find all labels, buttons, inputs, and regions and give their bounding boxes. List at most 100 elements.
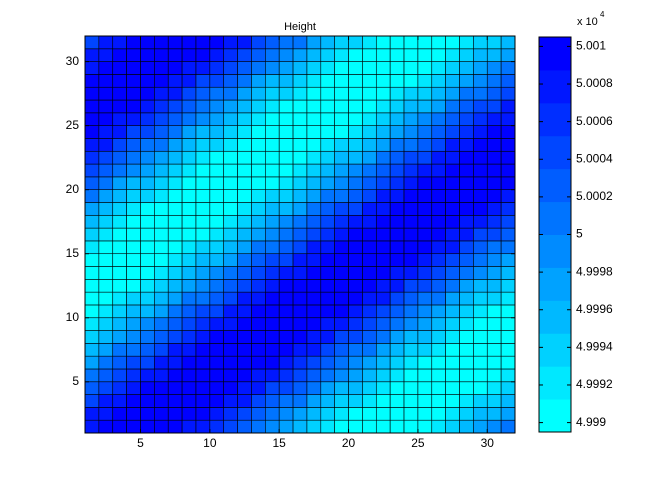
heatmap-cell: [445, 150, 460, 165]
heatmap-cell: [473, 214, 488, 229]
heatmap-cell: [112, 291, 127, 306]
heatmap-cell: [209, 125, 225, 139]
heatmap-cell: [98, 368, 114, 383]
heatmap-cell: [98, 138, 114, 152]
heatmap-cell: [181, 202, 197, 216]
heatmap-cell: [167, 407, 183, 421]
heatmap-cell: [445, 317, 460, 331]
heatmap-cell: [375, 125, 391, 139]
colorbar-tick-label: 4.9992: [576, 377, 613, 391]
heatmap-cell: [195, 266, 211, 280]
heatmap-cell: [251, 112, 266, 126]
heatmap-cell: [84, 317, 100, 331]
heatmap-cell: [140, 381, 155, 395]
heatmap-cell: [223, 150, 238, 165]
heatmap-cell: [431, 394, 446, 408]
heatmap-cell: [389, 419, 405, 434]
heatmap-cell: [84, 279, 100, 293]
heatmap-cell: [140, 253, 155, 267]
heatmap-cell: [84, 125, 100, 139]
heatmap-cell: [459, 227, 474, 242]
heatmap-cell: [473, 253, 488, 267]
heatmap-cell: [375, 74, 391, 88]
heatmap-cell: [417, 266, 433, 280]
colorbar-tick-label: 5: [576, 227, 583, 241]
heatmap-cell: [417, 253, 433, 267]
heatmap-cell: [154, 86, 169, 101]
heatmap-cell: [431, 125, 446, 139]
heatmap-cell: [223, 125, 238, 139]
heatmap-cell: [348, 74, 363, 88]
heatmap-cell: [167, 227, 183, 242]
heatmap-cell: [389, 202, 405, 216]
heatmap-cell: [195, 407, 211, 421]
heatmap-cell: [209, 407, 225, 421]
heatmap-cell: [459, 150, 474, 165]
heatmap-cell: [306, 48, 322, 62]
heatmap-cell: [306, 381, 322, 395]
heatmap-cell: [431, 253, 446, 267]
heatmap-cell: [375, 176, 391, 190]
heatmap-cell: [251, 176, 266, 190]
heatmap-cell: [265, 394, 280, 408]
heatmap-cell: [403, 86, 419, 101]
heatmap-cell: [126, 343, 141, 357]
heatmap-cell: [306, 35, 322, 50]
heatmap-cell: [334, 163, 349, 178]
heatmap-cell: [278, 163, 294, 178]
heatmap-cell: [237, 330, 252, 344]
heatmap-cell: [348, 304, 363, 319]
colorbar-band: [539, 267, 571, 301]
heatmap-cell: [486, 279, 502, 293]
heatmap-cell: [431, 48, 446, 62]
heatmap-cell: [265, 86, 280, 101]
heatmap-cell: [389, 304, 405, 319]
heatmap-cell: [431, 266, 446, 280]
heatmap-cell: [362, 202, 377, 216]
heatmap-cell: [486, 112, 502, 126]
heatmap-cell: [154, 112, 169, 126]
heatmap-cell: [431, 355, 446, 370]
heatmap-cell: [167, 419, 183, 434]
heatmap-cell: [209, 163, 225, 178]
heatmap-cell: [98, 240, 114, 255]
heatmap-cell: [292, 266, 308, 280]
x-tick-label: 25: [411, 436, 425, 450]
heatmap-cell: [500, 138, 516, 152]
heatmap-cell: [334, 304, 349, 319]
heatmap-cell: [389, 381, 405, 395]
heatmap-cell: [486, 304, 502, 319]
heatmap-cell: [126, 163, 141, 178]
heatmap-cell: [195, 74, 211, 88]
heatmap-cell: [292, 138, 308, 152]
heatmap-cell: [473, 99, 488, 114]
heatmap-cell: [348, 279, 363, 293]
heatmap-cell: [292, 125, 308, 139]
colorbar-tick-label: 4.999: [576, 415, 606, 429]
heatmap-cell: [348, 407, 363, 421]
heatmap-cell: [209, 150, 225, 165]
heatmap-cell: [431, 419, 446, 434]
heatmap-cell: [181, 279, 197, 293]
heatmap-cell: [209, 279, 225, 293]
heatmap-cell: [140, 35, 155, 50]
heatmap-cell: [84, 202, 100, 216]
colorbar-tick-label: 5.0008: [576, 76, 613, 90]
heatmap-cell: [500, 99, 516, 114]
heatmap-cell: [195, 214, 211, 229]
chart-title: Height: [284, 21, 316, 33]
heatmap-cell: [403, 176, 419, 190]
heatmap-cell: [167, 125, 183, 139]
heatmap-cell: [445, 227, 460, 242]
heatmap-cell: [237, 317, 252, 331]
heatmap-cell: [403, 343, 419, 357]
heatmap-cell: [334, 99, 349, 114]
heatmap-cell: [251, 291, 266, 306]
heatmap-cell: [417, 330, 433, 344]
heatmap-cell: [181, 125, 197, 139]
heatmap-cell: [417, 240, 433, 255]
heatmap-cell: [445, 381, 460, 395]
heatmap-cell: [154, 304, 169, 319]
heatmap-cell: [417, 125, 433, 139]
